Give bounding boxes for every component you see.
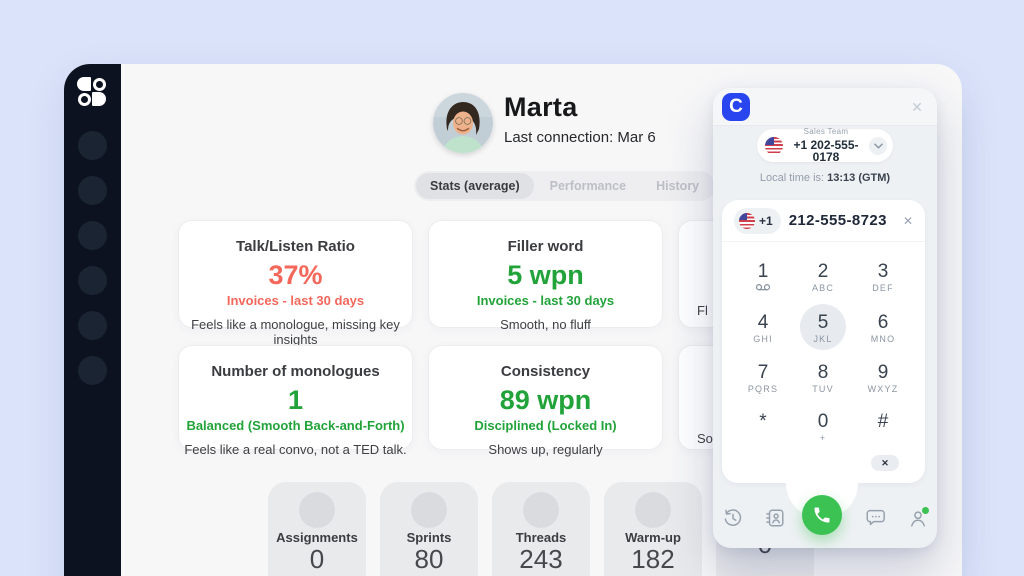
card-subtitle: Invoices - last 30 days xyxy=(226,293,365,308)
sidebar xyxy=(64,64,121,576)
local-time: Local time is: 13:13 (GTM) xyxy=(713,172,937,184)
local-time-value: 13:13 (GTM) xyxy=(827,172,891,184)
sms-icon[interactable] xyxy=(864,507,886,529)
card-subtitle: Invoices - last 30 days xyxy=(476,293,615,308)
dialer-panel: C ✕ Sales Team +1 202-555-0178 Local tim… xyxy=(713,88,937,548)
keypad-key-3[interactable]: 3 DEF xyxy=(872,261,894,294)
tab-history[interactable]: History xyxy=(656,179,700,193)
card-partial-text: So xyxy=(697,431,713,446)
line-number: +1 202-555-0178 xyxy=(793,138,859,164)
chevron-down-icon[interactable] xyxy=(869,136,887,155)
country-code-pill[interactable]: +1 xyxy=(734,207,781,234)
brand-logo xyxy=(77,77,106,106)
keypad-key-2[interactable]: 2 ABC xyxy=(811,261,835,294)
logo-shape-ring xyxy=(77,92,91,106)
sidebar-nav-icon-3[interactable] xyxy=(78,221,107,250)
tile-value: 243 xyxy=(519,544,563,574)
tile-label: Assignments xyxy=(276,530,358,545)
dialed-number-input[interactable]: 212-555-8723 xyxy=(788,212,887,229)
card-title: Talk/Listen Ratio xyxy=(236,238,355,255)
contacts-icon[interactable] xyxy=(764,507,786,529)
sidebar-nav-icon-5[interactable] xyxy=(78,311,107,340)
clear-number-icon[interactable]: ✕ xyxy=(902,213,913,228)
logo-shape-ring xyxy=(92,77,106,91)
keypad-key-hash[interactable]: # xyxy=(877,411,889,432)
tile-icon-placeholder xyxy=(523,492,559,528)
tile-assignments: Assignments 0 xyxy=(268,482,366,576)
sidebar-nav-icon-4[interactable] xyxy=(78,266,107,295)
tab-performance[interactable]: Performance xyxy=(549,179,627,193)
card-number-of-monologues: Number of monologues 1 Balanced (Smooth … xyxy=(178,345,413,457)
stats-tabbar: Stats (average) Performance History xyxy=(414,171,716,201)
tile-label: Threads xyxy=(515,530,567,545)
card-description: Feels like a monologue, missing key insi… xyxy=(191,317,400,347)
card-description: Smooth, no fluff xyxy=(500,317,591,332)
card-talk-listen-ratio: Talk/Listen Ratio 37% Invoices - last 30… xyxy=(178,220,413,347)
tile-label: Sprints xyxy=(406,530,452,545)
card-subtitle: Disciplined (Locked In) xyxy=(474,418,617,433)
backspace-button[interactable]: ✕ xyxy=(871,455,899,471)
online-status-dot xyxy=(921,506,930,515)
sidebar-nav-icon-2[interactable] xyxy=(78,176,107,205)
tile-icon-placeholder xyxy=(299,492,335,528)
call-button[interactable] xyxy=(802,495,842,535)
keypad-key-9[interactable]: 9 WXYZ xyxy=(867,362,899,395)
keypad-key-1[interactable]: 1 xyxy=(735,262,791,293)
dialer-header xyxy=(713,88,937,126)
close-icon[interactable]: ✕ xyxy=(911,99,923,115)
card-description: Shows up, regularly xyxy=(488,442,603,457)
card-value: 89 wpn xyxy=(499,385,592,415)
card-filler-word: Filler word 5 wpn Invoices - last 30 day… xyxy=(428,220,663,332)
tile-threads: Threads 243 xyxy=(492,482,590,576)
voicemail-icon xyxy=(735,283,791,293)
local-time-label: Local time is: xyxy=(759,172,825,184)
us-flag-icon xyxy=(739,212,755,229)
call-history-icon[interactable] xyxy=(722,507,744,529)
dialpad-card: +1 212-555-8723 ✕ 1 2 ABC xyxy=(722,200,925,483)
keypad-key-6[interactable]: 6 MNO xyxy=(870,312,896,345)
tile-value: 0 xyxy=(309,544,325,574)
keypad-key-0[interactable]: 0 + xyxy=(817,411,829,444)
tile-value: 80 xyxy=(414,544,444,574)
logo-shape-right-pill xyxy=(92,92,106,106)
profile-name: Marta xyxy=(504,92,578,122)
tile-warm-up: Warm-up 182 xyxy=(604,482,702,576)
keypad-key-4[interactable]: 4 GHI xyxy=(753,312,773,345)
keypad-key-star[interactable]: * xyxy=(759,411,767,432)
avatar xyxy=(433,93,493,153)
card-value: 37% xyxy=(268,260,323,290)
sidebar-nav-icon-1[interactable] xyxy=(78,131,107,160)
tile-label: Warm-up xyxy=(625,530,681,545)
dialer-app-logo: C xyxy=(722,93,750,121)
card-consistency: Consistency 89 wpn Disciplined (Locked I… xyxy=(428,345,663,457)
keypad-key-7[interactable]: 7 PQRS xyxy=(747,362,779,395)
card-partial-text: Fl xyxy=(697,303,708,318)
agent-status-icon[interactable] xyxy=(907,506,930,529)
card-description: Feels like a real convo, not a TED talk. xyxy=(184,442,407,457)
tile-icon-placeholder xyxy=(411,492,447,528)
last-connection: Last connection: Mar 6 xyxy=(504,129,656,146)
card-title: Number of monologues xyxy=(211,363,380,380)
card-value: 1 xyxy=(287,385,304,415)
country-code: +1 xyxy=(759,213,773,228)
key-5-pressed-highlight xyxy=(800,304,846,350)
card-value: 5 wpn xyxy=(507,260,584,290)
card-title: Consistency xyxy=(500,363,591,380)
logo-shape-left-pill xyxy=(77,77,91,91)
us-flag-icon xyxy=(765,136,783,155)
tile-icon-placeholder xyxy=(635,492,671,528)
card-title: Filler word xyxy=(507,238,584,255)
outbound-line-selector[interactable]: Sales Team +1 202-555-0178 xyxy=(757,127,893,164)
card-subtitle: Balanced (Smooth Back-and-Forth) xyxy=(186,418,405,433)
sidebar-nav-icon-6[interactable] xyxy=(78,356,107,385)
line-info: Sales Team +1 202-555-0178 xyxy=(783,127,869,164)
number-input-row: +1 212-555-8723 ✕ xyxy=(722,200,925,242)
keypad-key-8[interactable]: 8 TUV xyxy=(812,362,834,395)
line-team-label: Sales Team xyxy=(803,127,849,136)
keypad-key-5[interactable]: 5 JKL xyxy=(813,312,833,345)
tile-sprints: Sprints 80 xyxy=(380,482,478,576)
tab-stats-average[interactable]: Stats (average) xyxy=(416,173,534,199)
tile-value: 182 xyxy=(631,544,675,574)
